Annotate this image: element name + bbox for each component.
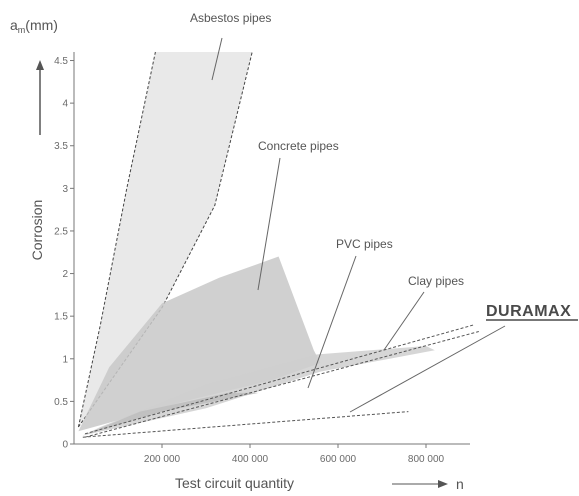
series-duramax-line-2 (84, 324, 475, 435)
y-tick-label: 3.5 (54, 141, 68, 152)
y-axis-unit: am(mm) (10, 17, 58, 35)
series-concrete-area (78, 256, 321, 432)
label-concrete-pipes: Concrete pipes (258, 139, 339, 153)
leader-clay (383, 291, 425, 351)
x-axis-arrow (392, 480, 448, 488)
y-tick-label: 0.5 (54, 397, 68, 408)
y-tick-label: 4 (62, 99, 68, 110)
leader-duramax (349, 325, 506, 413)
x-tick-label: 200 000 (144, 454, 181, 465)
series-pvc-area (82, 346, 435, 436)
series-layer (77, 51, 479, 438)
x-ticks: 200 000 400 000 600 000 800 000 (144, 444, 445, 465)
x-tick-label: 800 000 (408, 454, 445, 465)
y-tick-label: 3 (62, 184, 68, 195)
label-asbestos-pipes: Asbestos pipes (190, 11, 271, 25)
y-tick-label: 2 (62, 269, 68, 280)
leader-pvc (307, 255, 357, 389)
label-clay-pipes: Clay pipes (408, 274, 464, 288)
y-axis-title: Corrosion (29, 200, 45, 261)
series-asbestos-upper-edge (77, 51, 156, 428)
series-duramax-line-3 (84, 331, 479, 438)
y-tick-label: 1.5 (54, 312, 68, 323)
y-ticks: 0 0.5 1 1.5 2 2.5 3 3.5 4 4.5 (54, 56, 74, 451)
series-duramax-line-1 (82, 411, 409, 438)
x-tick-label: 600 000 (320, 454, 357, 465)
y-tick-label: 4.5 (54, 56, 68, 67)
x-axis-unit: n (456, 476, 464, 492)
leader-concrete (257, 157, 281, 291)
x-tick-label: 400 000 (232, 454, 269, 465)
leader-asbestos (211, 37, 223, 81)
label-pvc-pipes: PVC pipes (336, 237, 393, 251)
y-tick-label: 0 (62, 440, 68, 451)
y-tick-label: 2.5 (54, 226, 68, 237)
y-axis-arrow (36, 60, 44, 135)
x-axis-title: Test circuit quantity (175, 475, 294, 491)
y-tick-label: 1 (62, 354, 68, 365)
series-asbestos-area (78, 52, 253, 427)
label-duramax: DURAMAX (486, 303, 571, 320)
